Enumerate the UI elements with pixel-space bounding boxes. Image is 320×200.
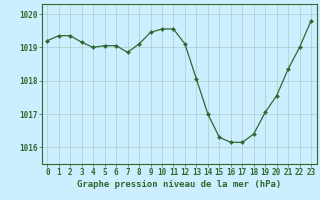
X-axis label: Graphe pression niveau de la mer (hPa): Graphe pression niveau de la mer (hPa) [77, 180, 281, 189]
